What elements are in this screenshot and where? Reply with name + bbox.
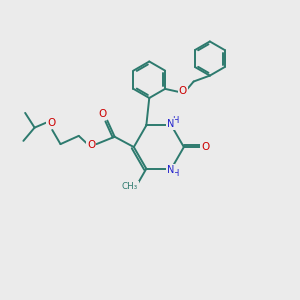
Text: O: O [201, 142, 209, 152]
Text: O: O [98, 109, 106, 119]
Text: H: H [172, 169, 179, 178]
Text: H: H [172, 116, 179, 125]
Text: N: N [167, 165, 174, 175]
Text: CH₃: CH₃ [122, 182, 138, 190]
Text: O: O [47, 118, 55, 128]
Text: N: N [167, 119, 174, 129]
Text: O: O [178, 86, 187, 96]
Text: O: O [87, 140, 95, 150]
